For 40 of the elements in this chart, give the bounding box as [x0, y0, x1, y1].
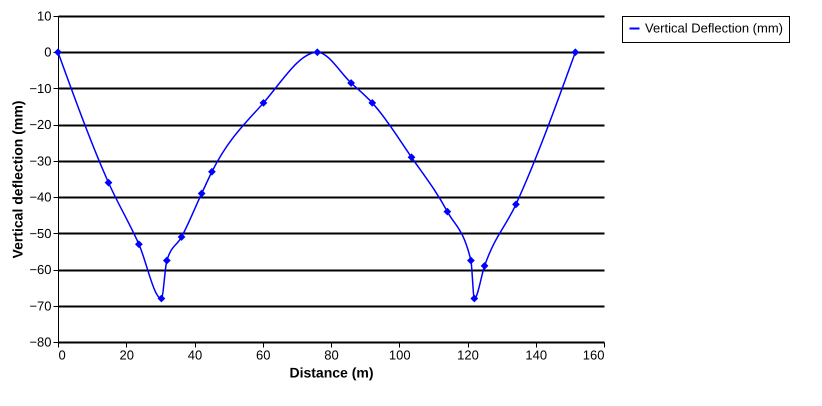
- y-axis-title: Vertical deflection (mm): [9, 100, 26, 258]
- y-tick-label: −10: [29, 80, 52, 96]
- point: [162, 256, 171, 264]
- point: [512, 200, 520, 208]
- point: [260, 99, 268, 107]
- y-tick-label: −20: [29, 117, 52, 132]
- x-tick-label: 80: [324, 348, 339, 362]
- point: [208, 168, 216, 176]
- x-tick-label: 20: [120, 348, 134, 362]
- y-tick-label: −70: [29, 298, 52, 314]
- x-tick-label: 100: [388, 348, 411, 362]
- x-tick-label: 0: [58, 348, 66, 362]
- x-tick-label: 40: [188, 348, 202, 362]
- point: [480, 262, 488, 270]
- x-tick-label: 120: [457, 348, 479, 362]
- point: [467, 256, 475, 264]
- x-axis-title: Distance (m): [289, 364, 374, 380]
- point: [408, 153, 416, 162]
- x-tick-label: 60: [256, 348, 270, 362]
- y-tick-label: 10: [37, 8, 52, 24]
- point: [470, 294, 478, 302]
- point: [443, 208, 452, 216]
- point: [104, 178, 112, 186]
- point: [313, 48, 322, 56]
- y-tick-label: −50: [29, 226, 52, 241]
- point: [347, 79, 356, 87]
- point: [368, 99, 376, 107]
- y-tick-label: −80: [29, 334, 52, 350]
- y-tick-label: −40: [29, 190, 52, 205]
- legend-label: Vertical Deflection (mm): [645, 20, 783, 36]
- y-tick-label: −30: [29, 153, 52, 168]
- point: [158, 294, 166, 302]
- point: [571, 48, 580, 56]
- y-tick-label: −60: [29, 262, 52, 278]
- point: [178, 233, 186, 241]
- point: [198, 190, 206, 198]
- x-tick-label: 160: [582, 348, 604, 362]
- y-tick-label: 0: [44, 44, 52, 60]
- x-tick-label: 140: [525, 348, 548, 362]
- point: [135, 240, 143, 248]
